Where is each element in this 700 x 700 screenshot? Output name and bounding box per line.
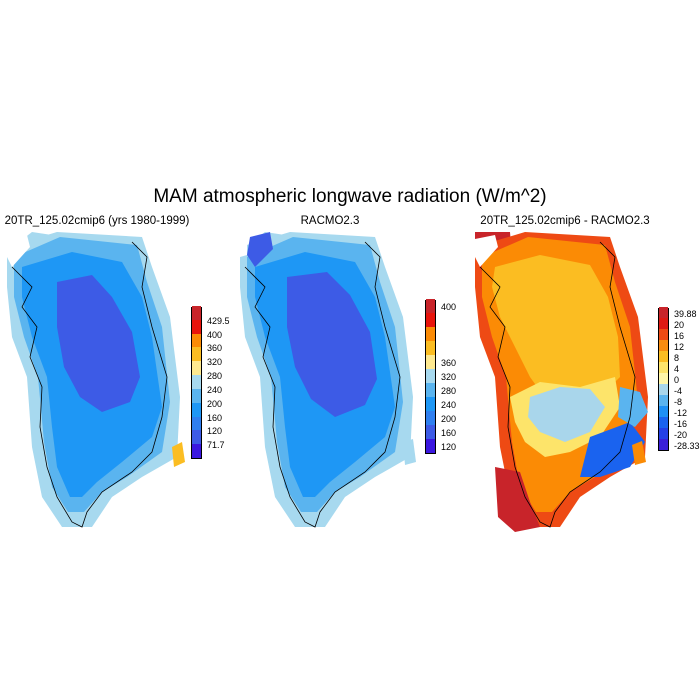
colorbar-tick-label: 240 — [441, 400, 457, 410]
colorbar-segment — [426, 411, 435, 425]
colorbar-tick-label: 160 — [441, 428, 457, 438]
colorbar-segment — [192, 388, 201, 403]
colorbar-segment — [659, 406, 668, 417]
colorbar-segment — [659, 340, 668, 351]
colorbar-segment — [192, 333, 201, 348]
colorbar-segment — [192, 361, 201, 376]
colorbar-segment — [659, 384, 668, 395]
panel-observation: RACMO2.3 120 160 200 240 280 320 360 400 — [235, 215, 468, 528]
colorbar-tick-label: 200 — [207, 398, 223, 409]
colorbar-segment — [659, 417, 668, 428]
colorbar-segment — [426, 327, 435, 341]
colorbar-tick-label: 12 — [674, 341, 685, 352]
colorbar-tick-label: 320 — [441, 372, 457, 382]
colorbar-tick-label: 200 — [441, 414, 457, 424]
colorbar-tick-label: 39.88 — [674, 308, 697, 319]
panel-title: 20TR_125.02cmip6 - RACMO2.3 — [480, 215, 650, 227]
colorbar-tick-label: 280 — [441, 386, 457, 396]
colorbar-segment — [426, 355, 435, 369]
colorbar-segment — [192, 430, 201, 445]
colorbar-tick-label: 8 — [674, 352, 680, 363]
colorbar-tick-label: 0 — [674, 374, 680, 385]
colorbar: 71.7 120 160 200 240 280 320 360 400 429.5 — [191, 306, 231, 459]
colorbar-segment — [659, 307, 668, 318]
colorbar-tick-label: 360 — [207, 343, 223, 354]
panel-title: 20TR_125.02cmip6 (yrs 1980-1999) — [4, 215, 190, 227]
colorbar-segment — [426, 397, 435, 411]
colorbar-segment — [192, 416, 201, 431]
colorbar-tick-label: 240 — [207, 384, 223, 395]
colorbar-segment — [659, 351, 668, 362]
colorbar-segment — [659, 362, 668, 373]
greenland-map — [240, 232, 416, 528]
colorbar-tick-label: 400 — [441, 302, 457, 312]
colorbar-tick-label: 160 — [207, 412, 223, 423]
colorbar-tick-label: 16 — [674, 330, 685, 341]
colorbar-segment — [659, 395, 668, 406]
panel-difference: 20TR_125.02cmip6 - RACMO2.3 -28.33 -20 -16… — [470, 215, 700, 532]
colorbar-segment — [426, 299, 435, 313]
colorbar-segment — [426, 383, 435, 397]
colorbar-tick-label: -28.33 — [674, 440, 700, 451]
colorbar-tick-label: -4 — [674, 385, 683, 396]
colorbar-tick-label: 360 — [441, 358, 457, 368]
colorbar-segment — [192, 347, 201, 362]
greenland-map — [475, 232, 648, 532]
greenland-map — [7, 232, 185, 528]
colorbar-tick-label: 71.7 — [207, 440, 225, 451]
colorbar-tick-label: -12 — [674, 407, 688, 418]
colorbar-swatches — [425, 299, 436, 454]
colorbar-swatches — [191, 306, 202, 459]
colorbar-tick-label: 4 — [674, 363, 680, 374]
colorbar-tick-label: 20 — [674, 319, 685, 330]
colorbar-swatches — [658, 307, 669, 451]
colorbar-segment — [659, 439, 668, 450]
colorbar-tick-label: -20 — [674, 429, 688, 440]
colorbar-segment — [426, 425, 435, 439]
colorbar-tick-label: 280 — [207, 371, 223, 382]
colorbar-segment — [426, 341, 435, 355]
colorbar-segment — [192, 402, 201, 417]
colorbar-tick-label: 400 — [207, 329, 223, 340]
figure-title: MAM atmospheric longwave radiation (W/m^… — [153, 186, 547, 207]
colorbar-segment — [659, 428, 668, 439]
colorbar-segment — [659, 318, 668, 329]
colorbar-tick-label: 120 — [207, 426, 223, 437]
colorbar-segment — [426, 439, 435, 453]
colorbar-tick-label: 320 — [207, 357, 223, 368]
colorbar-tick-label: -16 — [674, 418, 688, 429]
colorbar-tick-label: 120 — [441, 442, 457, 452]
panel-title: RACMO2.3 — [300, 215, 360, 227]
colorbar-segment — [192, 444, 201, 458]
colorbar-segment — [659, 373, 668, 384]
colorbar-tick-label: 429.5 — [207, 315, 230, 326]
colorbar-segment — [426, 313, 435, 327]
colorbar-segment — [659, 329, 668, 340]
colorbar-segment — [192, 306, 201, 320]
colorbar: 120 160 200 240 280 320 360 400 — [425, 299, 465, 454]
colorbar: -28.33 -20 -16 -12 -8 -4 0 4 8 12 16 20 39.88 — [658, 307, 700, 451]
panel-model: 20TR_125.02cmip6 (yrs 1980-1999) 71.7 120… — [2, 215, 235, 528]
colorbar-segment — [192, 375, 201, 389]
colorbar-segment — [426, 369, 435, 383]
colorbar-segment — [192, 319, 201, 334]
colorbar-tick-label: -8 — [674, 396, 683, 407]
